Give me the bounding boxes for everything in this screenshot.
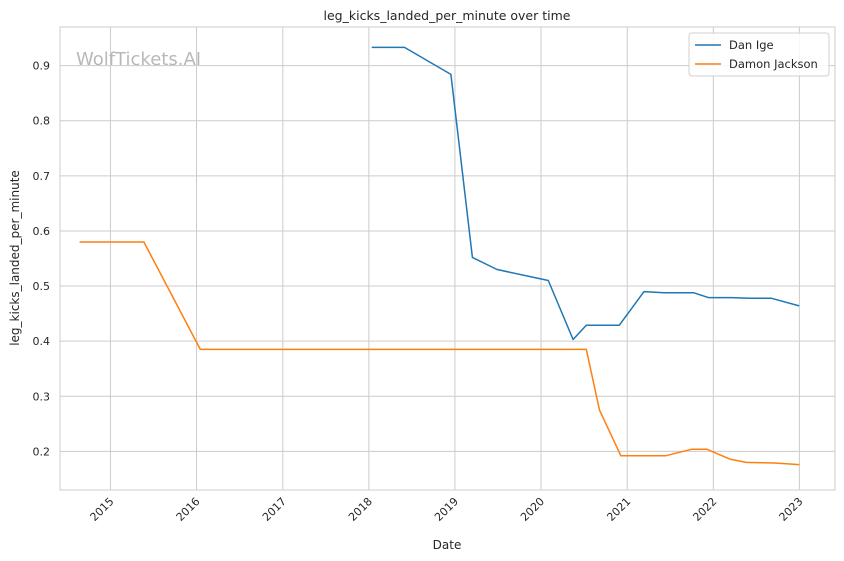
x-axis-ticks: 2015 2016 2017 2018 2019 2020 2021 2022 2023 — [88, 495, 806, 524]
y-tick-label: 0.8 — [33, 115, 51, 128]
series-line-damon-jackson — [79, 241, 800, 466]
y-tick-label: 0.6 — [33, 225, 51, 238]
x-tick-label: 2021 — [604, 495, 633, 524]
legend-box — [688, 32, 830, 77]
legend-label-dan-ige: Dan Ige — [729, 38, 774, 52]
y-tick-label: 0.9 — [33, 60, 51, 73]
x-tick-label: 2020 — [518, 495, 547, 524]
x-tick-label: 2015 — [88, 495, 117, 524]
x-tick-label: 2017 — [260, 495, 289, 524]
x-tick-label: 2023 — [777, 495, 806, 524]
y-tick-label: 0.4 — [33, 335, 51, 348]
y-axis-label: leg_kicks_landed_per_minute — [8, 170, 22, 346]
x-tick-label: 2022 — [690, 495, 719, 524]
y-tick-label: 0.3 — [33, 390, 51, 403]
x-axis-label: Date — [433, 538, 462, 552]
series — [79, 46, 800, 466]
y-axis-ticks: 0.2 0.3 0.4 0.5 0.6 0.7 0.8 0.9 — [33, 60, 51, 459]
y-tick-label: 0.7 — [33, 170, 51, 183]
x-tick-label: 2016 — [174, 495, 203, 524]
legend: Dan Ige Damon Jackson — [688, 32, 830, 77]
grid — [60, 27, 835, 490]
series-line-dan-ige — [371, 46, 800, 341]
watermark: WolfTickets.AI — [76, 49, 201, 70]
chart-title: leg_kicks_landed_per_minute over time — [324, 8, 571, 23]
y-tick-label: 0.2 — [33, 445, 51, 458]
y-tick-label: 0.5 — [33, 280, 51, 293]
x-tick-label: 2018 — [346, 495, 375, 524]
x-tick-label: 2019 — [432, 495, 461, 524]
legend-label-damon-jackson: Damon Jackson — [729, 57, 818, 71]
plot-frame — [59, 26, 836, 491]
